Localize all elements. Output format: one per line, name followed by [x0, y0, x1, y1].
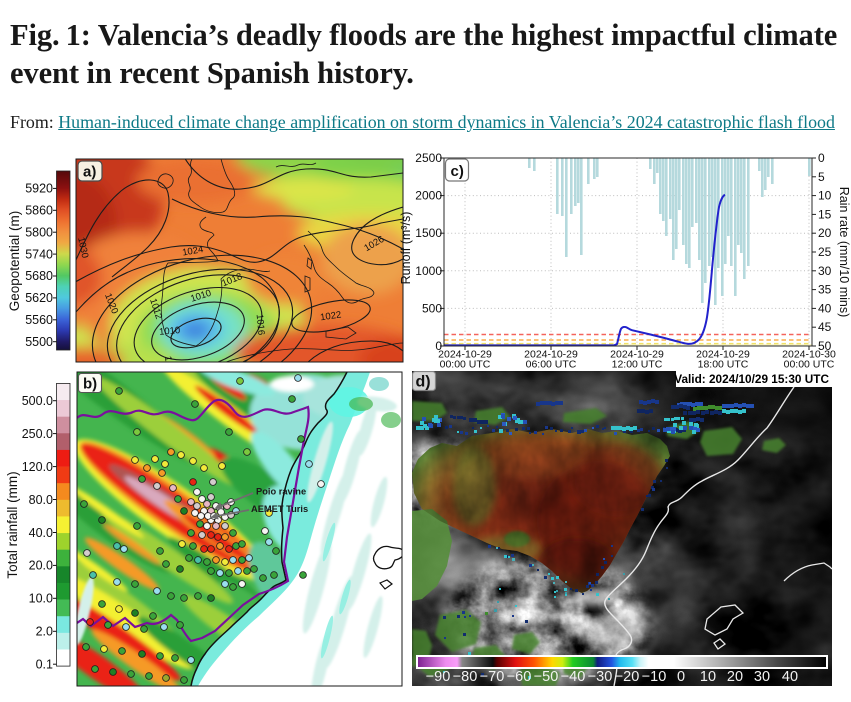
svg-text:5: 5: [818, 170, 825, 184]
svg-text:20: 20: [727, 669, 743, 685]
svg-text:5500: 5500: [25, 335, 53, 349]
svg-text:d): d): [416, 374, 431, 391]
svg-text:b): b): [83, 376, 97, 393]
svg-text:AEMET Turis: AEMET Turis: [251, 504, 308, 514]
svg-text:a): a): [83, 164, 96, 181]
svg-text:Total rainfall (mm): Total rainfall (mm): [5, 471, 20, 578]
svg-text:2500: 2500: [415, 151, 442, 165]
svg-text:10: 10: [818, 189, 832, 203]
svg-text:18:00 UTC: 18:00 UTC: [698, 359, 749, 371]
svg-text:10: 10: [700, 669, 716, 685]
svg-text:12:00 UTC: 12:00 UTC: [612, 359, 663, 371]
svg-text:c): c): [451, 163, 464, 180]
svg-text:1010: 1010: [159, 325, 181, 338]
svg-text:1016: 1016: [254, 314, 267, 336]
svg-text:1000: 1000: [415, 264, 442, 278]
svg-text:5560: 5560: [25, 313, 53, 327]
svg-text:50: 50: [818, 339, 832, 353]
svg-text:Valid: 2024/10/29 15:30 UTC: Valid: 2024/10/29 15:30 UTC: [674, 372, 829, 386]
svg-text:2024-10-29: 2024-10-29: [610, 349, 664, 361]
svg-text:0.1: 0.1: [36, 658, 53, 672]
svg-text:−20: −20: [615, 669, 640, 685]
svg-text:30: 30: [818, 264, 832, 278]
svg-text:500.0: 500.0: [22, 394, 53, 408]
svg-text:15: 15: [818, 207, 832, 221]
svg-text:20.0: 20.0: [29, 559, 53, 573]
svg-text:−90: −90: [426, 669, 451, 685]
svg-text:40: 40: [818, 301, 832, 315]
svg-text:−70: −70: [480, 669, 505, 685]
svg-text:1024: 1024: [181, 244, 204, 259]
svg-text:5860: 5860: [25, 204, 53, 218]
svg-text:−60: −60: [507, 669, 532, 685]
svg-text:06:00 UTC: 06:00 UTC: [526, 359, 577, 371]
svg-text:Runoff (m³/s): Runoff (m³/s): [399, 212, 413, 285]
svg-text:−50: −50: [534, 669, 559, 685]
svg-text:2000: 2000: [415, 189, 442, 203]
svg-text:−80: −80: [453, 669, 478, 685]
svg-text:−30: −30: [588, 669, 613, 685]
svg-text:5920: 5920: [25, 182, 53, 196]
svg-text:Poio ravine: Poio ravine: [256, 487, 306, 497]
svg-text:5740: 5740: [25, 247, 53, 261]
svg-text:Geopotential (m): Geopotential (m): [7, 211, 22, 312]
svg-text:250.0: 250.0: [22, 427, 53, 441]
svg-text:2024-10-29: 2024-10-29: [696, 349, 750, 361]
svg-text:1022: 1022: [320, 309, 342, 323]
svg-text:14: 14: [162, 355, 175, 367]
svg-text:0: 0: [435, 339, 442, 353]
svg-text:5680: 5680: [25, 269, 53, 283]
svg-text:40.0: 40.0: [29, 526, 53, 540]
svg-text:500: 500: [422, 301, 442, 315]
svg-text:0: 0: [818, 151, 825, 165]
svg-text:25: 25: [818, 245, 832, 259]
svg-text:00:00 UTC: 00:00 UTC: [440, 359, 491, 371]
svg-text:−10: −10: [642, 669, 667, 685]
svg-text:2024-10-29: 2024-10-29: [438, 349, 492, 361]
svg-text:2024-10-29: 2024-10-29: [524, 349, 578, 361]
svg-text:35: 35: [818, 283, 832, 297]
svg-text:00:00 UTC: 00:00 UTC: [784, 359, 835, 371]
svg-text:2024-10-30: 2024-10-30: [782, 349, 836, 361]
svg-text:45: 45: [818, 320, 832, 334]
svg-text:0: 0: [677, 669, 685, 685]
svg-text:120.0: 120.0: [22, 460, 53, 474]
svg-text:1030: 1030: [75, 236, 90, 259]
svg-text:5800: 5800: [25, 225, 53, 239]
svg-text:80.0: 80.0: [29, 493, 53, 507]
svg-text:2.0: 2.0: [36, 625, 53, 639]
svg-text:−40: −40: [561, 669, 586, 685]
svg-text:30: 30: [754, 669, 770, 685]
svg-text:20: 20: [818, 226, 832, 240]
svg-text:Rain rate (mm/10 mins): Rain rate (mm/10 mins): [837, 187, 851, 318]
svg-text:40: 40: [782, 669, 798, 685]
svg-text:5620: 5620: [25, 291, 53, 305]
svg-text:1500: 1500: [415, 226, 442, 240]
svg-text:10.0: 10.0: [29, 592, 53, 606]
